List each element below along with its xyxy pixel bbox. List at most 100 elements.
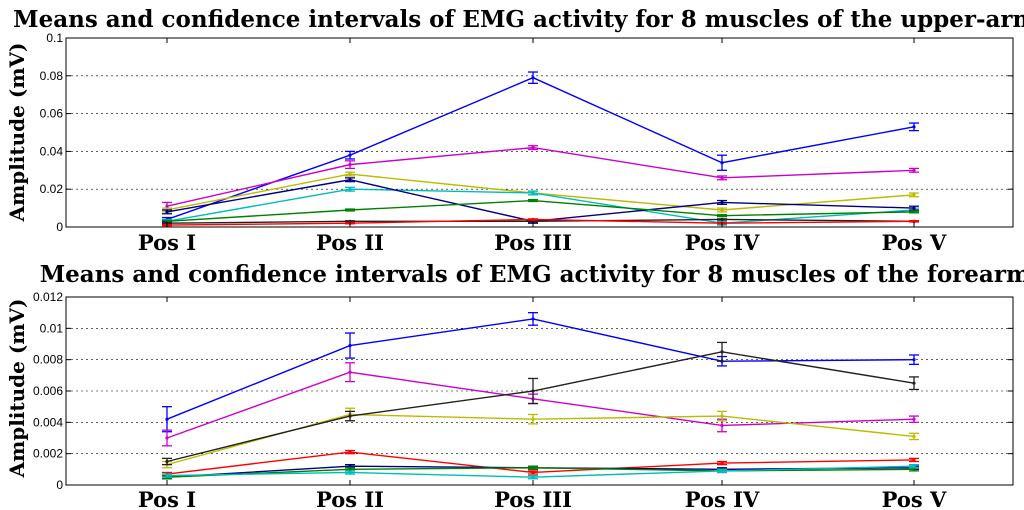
forearm-data-point-yellow (720, 414, 724, 418)
upper-arm-y-tick-label: 0.02 (40, 182, 64, 196)
forearm-series-red (162, 449, 919, 477)
upper-arm-data-point-navy (912, 206, 916, 210)
forearm-series-black (162, 341, 919, 466)
forearm-data-point-green (531, 466, 535, 470)
upper-arm-data-point-green (720, 214, 724, 218)
upper-arm-chart: Means and confidence intervals of EMG ac… (5, 6, 1024, 255)
upper-arm-x-tick-label: Pos II (316, 230, 384, 255)
upper-arm-data-point-green (912, 210, 916, 214)
forearm-data-point-black (348, 414, 352, 418)
forearm-x-tick-label: Pos I (138, 487, 196, 510)
forearm-data-point-red (531, 470, 535, 475)
upper-arm-data-point-green (348, 208, 352, 212)
forearm-x-tick-label: Pos IV (685, 487, 760, 510)
upper-arm-data-point-red (531, 217, 535, 222)
forearm-data-point-red (912, 458, 916, 462)
upper-arm-data-point-navy (165, 210, 169, 214)
forearm-x-tick-label: Pos III (494, 487, 572, 510)
upper-arm-x-tick-label: Pos III (494, 230, 572, 255)
upper-arm-data-point-yellow (720, 208, 724, 212)
upper-arm-series-yellow (162, 171, 919, 213)
upper-arm-y-tick-label: 0.1 (46, 31, 63, 45)
forearm-data-point-yellow (531, 417, 535, 421)
upper-arm-data-point-navy (720, 200, 724, 205)
forearm-series-blue (162, 312, 919, 433)
upper-arm-data-point-yellow (912, 193, 916, 197)
forearm-data-point-green (912, 467, 916, 471)
forearm-data-point-cyan (531, 475, 535, 479)
upper-arm-data-point-navy (348, 178, 352, 182)
forearm-chart-title: Means and confidence intervals of EMG ac… (40, 261, 1024, 288)
upper-arm-data-point-yellow (348, 172, 352, 176)
forearm-y-tick-label: 0.006 (33, 384, 63, 398)
upper-arm-x-tick-label: Pos IV (685, 230, 760, 255)
forearm-x-tick-label: Pos V (882, 487, 947, 510)
forearm-series-line-black (166, 351, 915, 463)
forearm-data-point-black (165, 459, 169, 464)
upper-arm-data-point-magenta (720, 176, 724, 180)
forearm-series-yellow (162, 407, 919, 469)
forearm-data-point-magenta (165, 436, 169, 440)
forearm-data-point-yellow (912, 434, 916, 439)
upper-arm-data-point-blue (912, 125, 916, 129)
forearm-data-point-cyan (165, 474, 169, 478)
upper-arm-y-axis-label: Amplitude (mV) (5, 43, 29, 223)
forearm-data-point-magenta (720, 423, 724, 428)
forearm-data-point-navy (348, 464, 352, 468)
upper-arm-x-tick-label: Pos I (138, 230, 196, 255)
upper-arm-chart-title: Means and confidence intervals of EMG ac… (13, 6, 1024, 33)
forearm-data-point-blue (165, 417, 169, 421)
upper-arm-data-point-cyan (531, 191, 535, 195)
forearm-data-point-black (531, 389, 535, 393)
upper-arm-data-point-magenta (348, 163, 352, 167)
upper-arm-y-tick-label: 0.08 (40, 69, 64, 83)
upper-arm-data-point-magenta (531, 146, 535, 150)
upper-arm-y-tick-label: 0 (56, 220, 63, 234)
forearm-data-point-cyan (720, 469, 724, 473)
forearm-data-point-cyan (912, 464, 916, 468)
forearm-series-line-magenta (166, 371, 915, 439)
upper-arm-series-magenta (162, 145, 919, 211)
forearm-chart: Means and confidence intervals of EMG ac… (5, 261, 1024, 510)
upper-arm-series-red (162, 217, 919, 227)
forearm-x-tick-label: Pos II (316, 487, 384, 510)
forearm-data-point-blue (348, 343, 352, 348)
forearm-y-tick-label: 0 (56, 478, 63, 492)
forearm-series-cyan (162, 463, 919, 480)
upper-arm-data-point-magenta (912, 168, 916, 172)
forearm-data-point-cyan (348, 470, 352, 475)
upper-arm-data-point-green (531, 198, 535, 203)
forearm-plot-frame (65, 296, 1014, 486)
upper-arm-plot-frame (65, 37, 1014, 228)
upper-arm-y-tick-label: 0.04 (40, 144, 64, 158)
forearm-series-line-blue (166, 318, 915, 420)
upper-arm-series-line-cyan (166, 188, 915, 224)
upper-arm-data-point-blue (531, 76, 535, 80)
forearm-y-tick-label: 0.01 (40, 321, 64, 335)
upper-arm-series-line-magenta (166, 146, 915, 207)
forearm-data-point-red (720, 461, 724, 465)
upper-arm-data-point-cyan (348, 187, 352, 191)
upper-arm-y-tick-label: 0.06 (40, 107, 64, 121)
upper-arm-data-point-black (720, 217, 724, 222)
upper-arm-series-blue (162, 71, 919, 222)
forearm-y-tick-label: 0.004 (33, 415, 63, 429)
forearm-data-point-black (912, 381, 916, 385)
upper-arm-data-point-magenta (165, 204, 169, 208)
upper-arm-data-point-blue (720, 161, 724, 165)
forearm-y-tick-label: 0.002 (33, 447, 63, 461)
forearm-series-line-yellow (166, 413, 915, 466)
forearm-data-point-magenta (912, 417, 916, 421)
forearm-data-point-magenta (348, 370, 352, 374)
forearm-y-tick-label: 0.012 (33, 290, 63, 304)
forearm-data-point-black (720, 350, 724, 354)
forearm-data-point-blue (912, 358, 916, 362)
forearm-y-tick-label: 0.008 (33, 353, 63, 367)
upper-arm-data-point-blue (348, 153, 352, 157)
forearm-data-point-green (348, 467, 352, 471)
forearm-y-axis-label: Amplitude (mV) (5, 299, 29, 479)
forearm-data-point-red (348, 450, 352, 454)
upper-arm-x-tick-label: Pos V (882, 230, 947, 255)
upper-arm-data-point-red (912, 219, 916, 223)
